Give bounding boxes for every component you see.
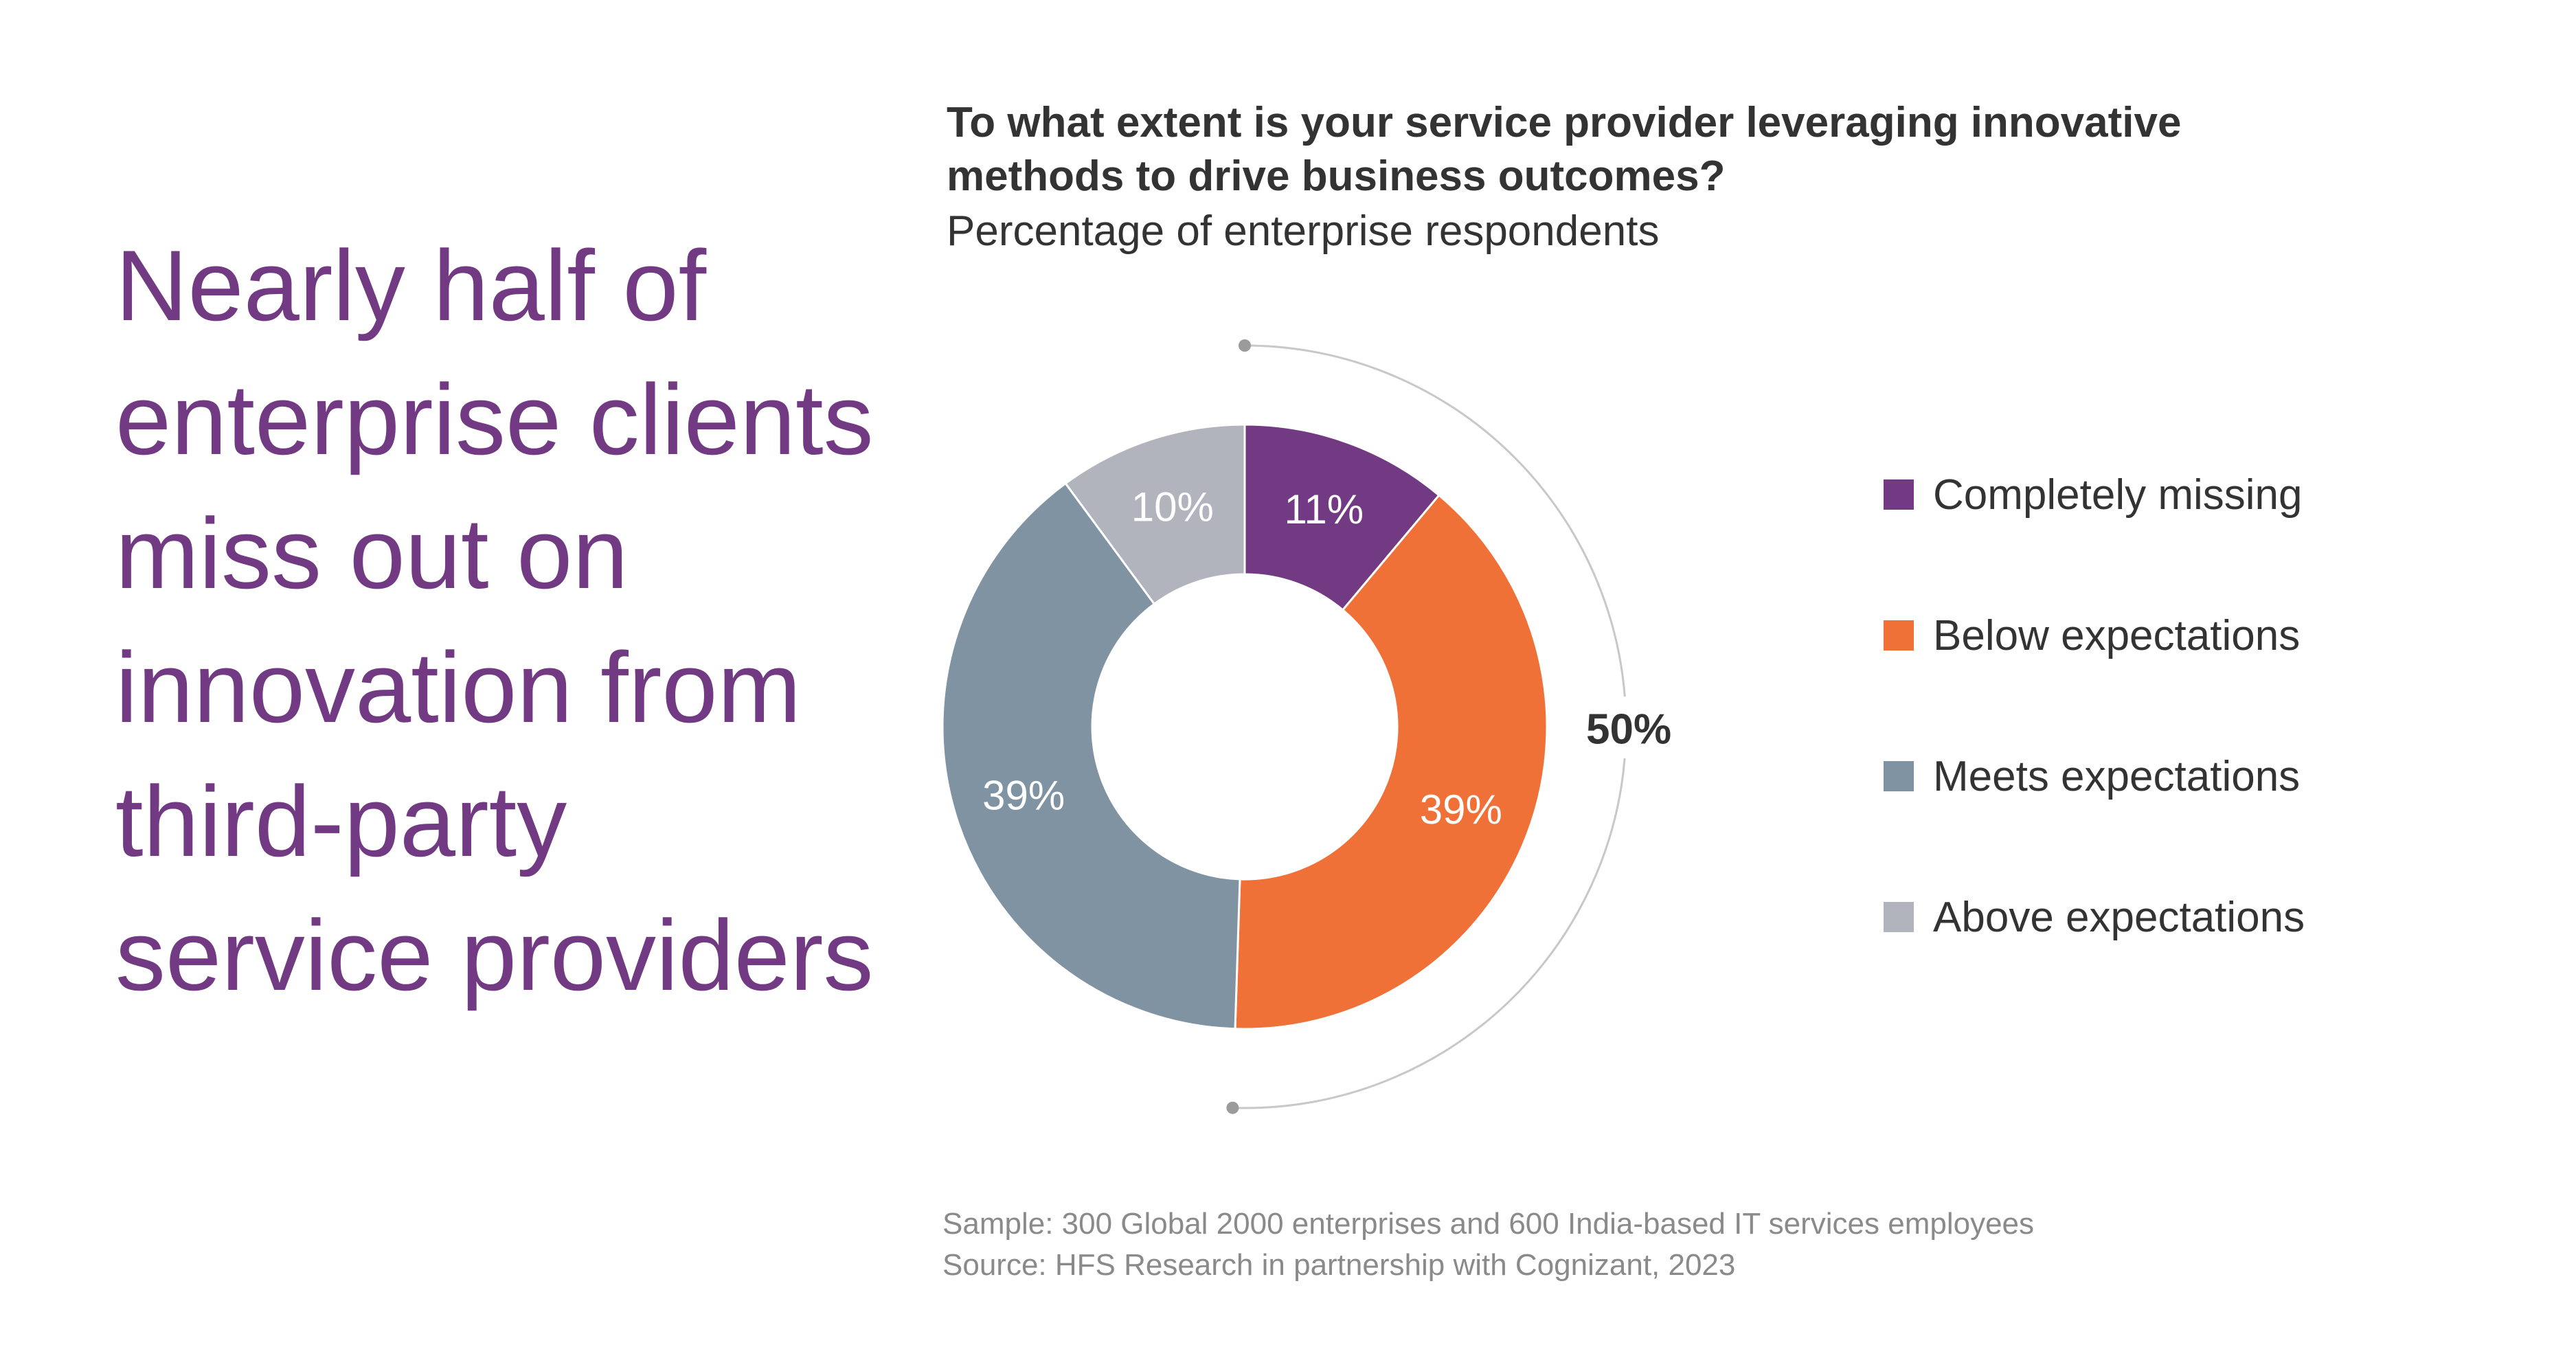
legend-swatch	[1884, 902, 1914, 932]
legend-swatch	[1884, 620, 1914, 651]
slice-completely-missing	[1243, 423, 1440, 612]
annotation-bracket: 50%	[1226, 339, 1691, 1114]
slice-label-completely-missing: 11%	[1284, 486, 1364, 532]
legend-item-meets-expectations: Meets expectations	[1884, 742, 2406, 811]
donut-labels: 11% 39% 39% 10%	[982, 484, 1502, 832]
footnote-sample: Sample: 300 Global 2000 enterprises and …	[942, 1207, 2035, 1241]
legend-label: Meets expectations	[1933, 753, 2301, 800]
bracket-dot-top	[1239, 339, 1251, 352]
bracket-label: 50%	[1586, 706, 1671, 754]
legend-item-above-expectations: Above expectations	[1884, 883, 2406, 951]
footnote-source: Source: HFS Research in partnership with…	[942, 1248, 1736, 1282]
slice-label-above-expectations: 10%	[1131, 484, 1214, 530]
bracket-label-mask	[1581, 697, 1691, 758]
legend-label: Below expectations	[1933, 612, 2301, 659]
legend-label: Above expectations	[1933, 894, 2305, 941]
slice-label-meets-expectations: 39%	[982, 773, 1065, 819]
footnote: Sample: 300 Global 2000 enterprises and …	[942, 1203, 2034, 1286]
legend-swatch	[1884, 479, 1914, 510]
legend-item-completely-missing: Completely missing	[1884, 460, 2406, 529]
slice-above-expectations	[1064, 423, 1246, 606]
donut-slices	[941, 423, 1548, 1030]
slice-below-expectations	[1234, 493, 1548, 1030]
legend-item-below-expectations: Below expectations	[1884, 601, 2406, 670]
chart-subtitle: Percentage of enterprise respondents	[947, 207, 1660, 255]
bracket-dot-bottom	[1226, 1101, 1239, 1114]
legend-swatch	[1884, 761, 1914, 791]
slice-meets-expectations	[941, 482, 1241, 1030]
headline: Nearly half of enterprise clients miss o…	[115, 229, 874, 1011]
slice-label-below-expectations: 39%	[1420, 787, 1502, 833]
chart-title: To what extent is your service provider …	[947, 99, 2182, 200]
legend-label: Completely missing	[1933, 471, 2303, 519]
